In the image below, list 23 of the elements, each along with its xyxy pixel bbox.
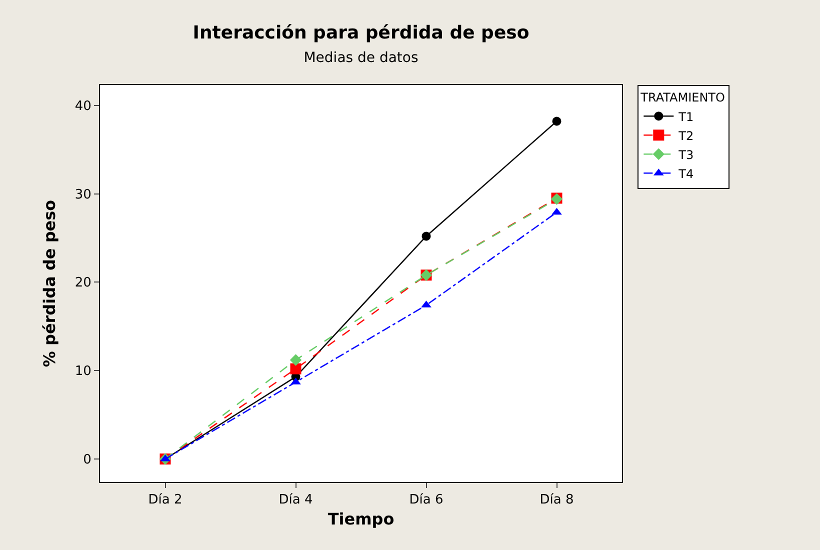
x-axis-title: Tiempo xyxy=(328,509,394,528)
chart-title: Interacción para pérdida de peso xyxy=(192,22,530,44)
y-tick-label: 30 xyxy=(74,187,92,202)
point xyxy=(290,354,302,366)
x-tick-label: Día 6 xyxy=(409,492,444,508)
legend-label: T1 xyxy=(678,110,694,124)
legend-label: T2 xyxy=(678,128,694,143)
y-tick-label: 40 xyxy=(74,98,92,114)
point xyxy=(290,363,302,374)
x-tick-label: Día 2 xyxy=(148,492,182,508)
y-tick-label: 10 xyxy=(74,364,92,380)
chart-subtitle: Medias de datos xyxy=(304,50,418,66)
legend-title: TRATAMIENTO xyxy=(640,90,725,105)
y-axis-title: % pérdida de peso xyxy=(40,200,59,368)
legend-label: T3 xyxy=(678,148,694,162)
point xyxy=(422,232,431,241)
y-tick-label: 0 xyxy=(83,452,92,468)
point xyxy=(552,208,562,215)
x-tick-label: Día 8 xyxy=(540,492,574,508)
legend-label: T4 xyxy=(678,166,694,181)
point xyxy=(552,116,562,126)
y-tick-label: 20 xyxy=(74,276,92,291)
x-tick-label: Día 4 xyxy=(278,492,313,508)
